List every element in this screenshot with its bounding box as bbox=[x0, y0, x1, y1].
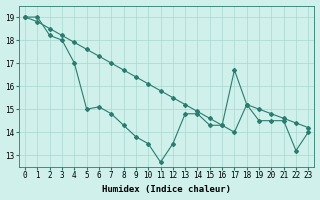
X-axis label: Humidex (Indice chaleur): Humidex (Indice chaleur) bbox=[102, 185, 231, 194]
